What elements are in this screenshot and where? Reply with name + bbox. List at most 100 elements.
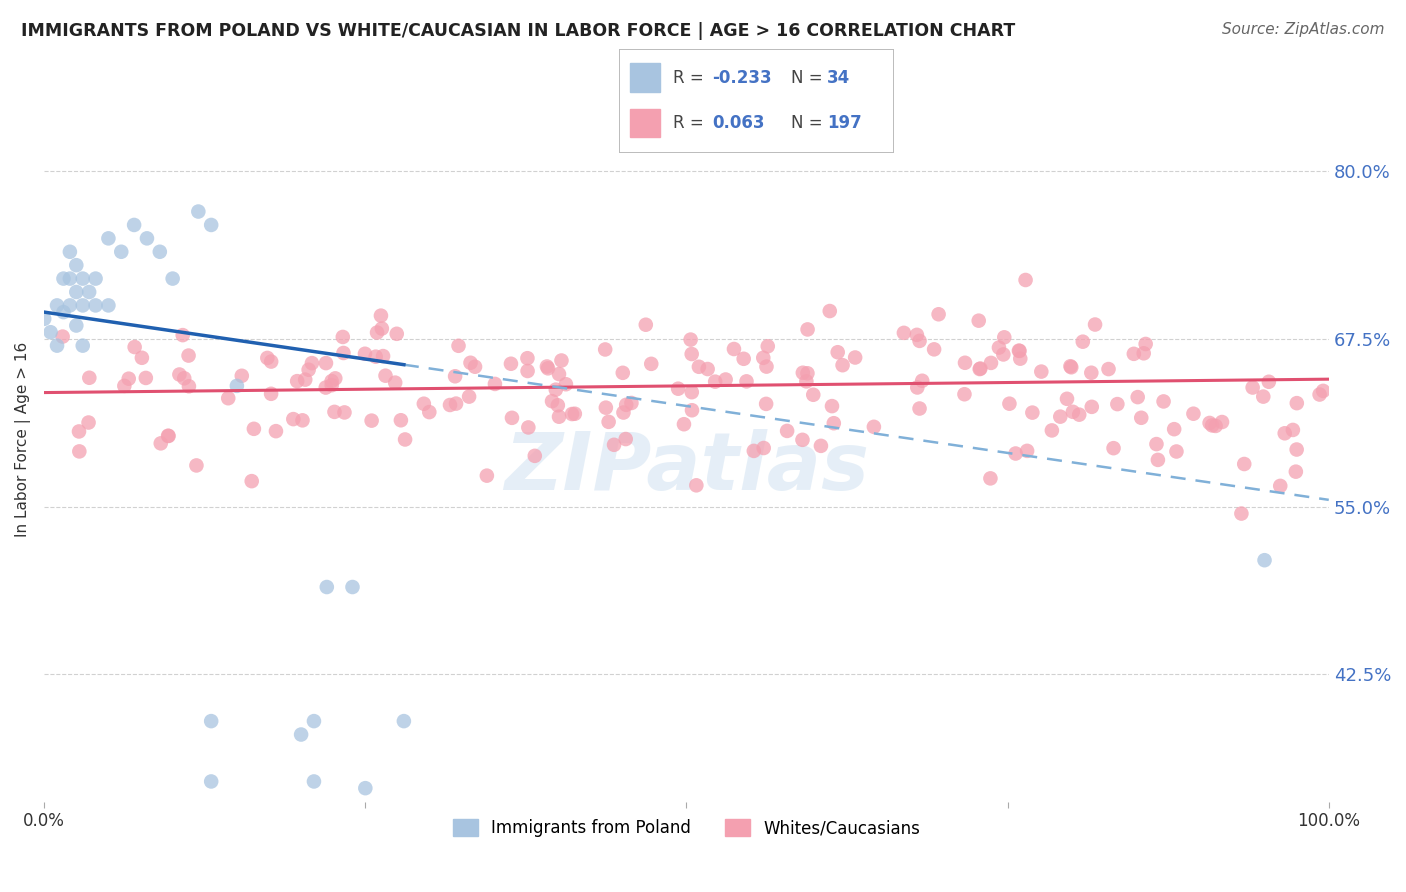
Point — [1153, 394, 1175, 409]
Point — [908, 401, 931, 416]
Point — [752, 351, 775, 365]
Point — [672, 417, 695, 432]
Point — [969, 362, 991, 376]
Point — [1010, 351, 1032, 366]
Text: N =: N = — [792, 114, 828, 132]
Point — [59, 298, 82, 312]
Point — [32, 311, 55, 326]
Point — [1080, 366, 1102, 380]
Point — [444, 396, 467, 410]
Point — [302, 714, 325, 728]
Point — [1205, 418, 1227, 433]
Point — [412, 397, 434, 411]
Point — [332, 330, 354, 344]
Point — [922, 343, 945, 357]
Point — [953, 356, 976, 370]
Point — [548, 409, 571, 424]
Point — [464, 359, 486, 374]
Point — [131, 351, 153, 365]
Point — [776, 424, 799, 438]
Point — [290, 727, 312, 741]
Point — [681, 385, 703, 400]
Point — [723, 342, 745, 356]
Point — [169, 368, 191, 382]
Point — [620, 396, 643, 410]
Point — [911, 374, 934, 388]
Point — [681, 403, 703, 417]
Point — [315, 380, 337, 394]
Point — [177, 349, 200, 363]
Point — [550, 353, 572, 368]
Point — [97, 298, 120, 312]
Point — [1122, 347, 1144, 361]
Point — [1107, 397, 1129, 411]
Point — [321, 378, 343, 392]
Point — [908, 334, 931, 348]
Text: R =: R = — [673, 69, 710, 87]
Point — [231, 368, 253, 383]
Point — [65, 258, 87, 272]
Point — [979, 471, 1001, 485]
Point — [1309, 387, 1331, 401]
Point — [679, 333, 702, 347]
Point — [225, 379, 247, 393]
Point — [315, 356, 337, 370]
Point — [157, 429, 180, 443]
Point — [1040, 424, 1063, 438]
Point — [544, 383, 567, 397]
Point — [172, 328, 194, 343]
Point — [364, 350, 387, 364]
Point — [298, 363, 321, 377]
Point — [260, 386, 283, 401]
Point — [67, 425, 90, 439]
Point — [59, 244, 82, 259]
Point — [124, 340, 146, 354]
Point — [371, 321, 394, 335]
Point — [1251, 390, 1274, 404]
Point — [444, 369, 467, 384]
Point — [77, 416, 100, 430]
Point — [65, 318, 87, 333]
Point — [1017, 443, 1039, 458]
Point — [475, 468, 498, 483]
Point — [688, 359, 710, 374]
Point — [1270, 479, 1292, 493]
Point — [186, 458, 208, 473]
Point — [72, 271, 94, 285]
Point — [595, 401, 617, 415]
Point — [993, 347, 1015, 361]
Point — [516, 364, 538, 378]
Point — [323, 371, 346, 385]
Point — [1285, 465, 1308, 479]
Text: 197: 197 — [827, 114, 862, 132]
Point — [79, 371, 101, 385]
Point — [389, 413, 412, 427]
Point — [614, 432, 637, 446]
Point — [46, 338, 69, 352]
Point — [987, 341, 1010, 355]
Point — [1285, 442, 1308, 457]
Point — [756, 339, 779, 353]
Legend: Immigrants from Poland, Whites/Caucasians: Immigrants from Poland, Whites/Caucasian… — [447, 813, 927, 844]
Point — [821, 399, 844, 413]
Point — [291, 413, 314, 427]
Point — [714, 372, 737, 386]
Point — [827, 345, 849, 359]
Point — [541, 394, 564, 409]
Point — [1241, 380, 1264, 394]
Point — [1132, 346, 1154, 360]
Point — [217, 391, 239, 405]
Point — [354, 781, 377, 796]
Point — [536, 359, 558, 374]
Point — [354, 347, 377, 361]
Point — [294, 373, 316, 387]
Point — [84, 271, 107, 285]
Point — [517, 420, 540, 434]
Point — [118, 372, 141, 386]
Point — [187, 204, 209, 219]
Point — [1274, 426, 1296, 441]
Point — [612, 366, 634, 380]
Point — [110, 244, 132, 259]
Point — [1014, 273, 1036, 287]
Point — [52, 271, 75, 285]
